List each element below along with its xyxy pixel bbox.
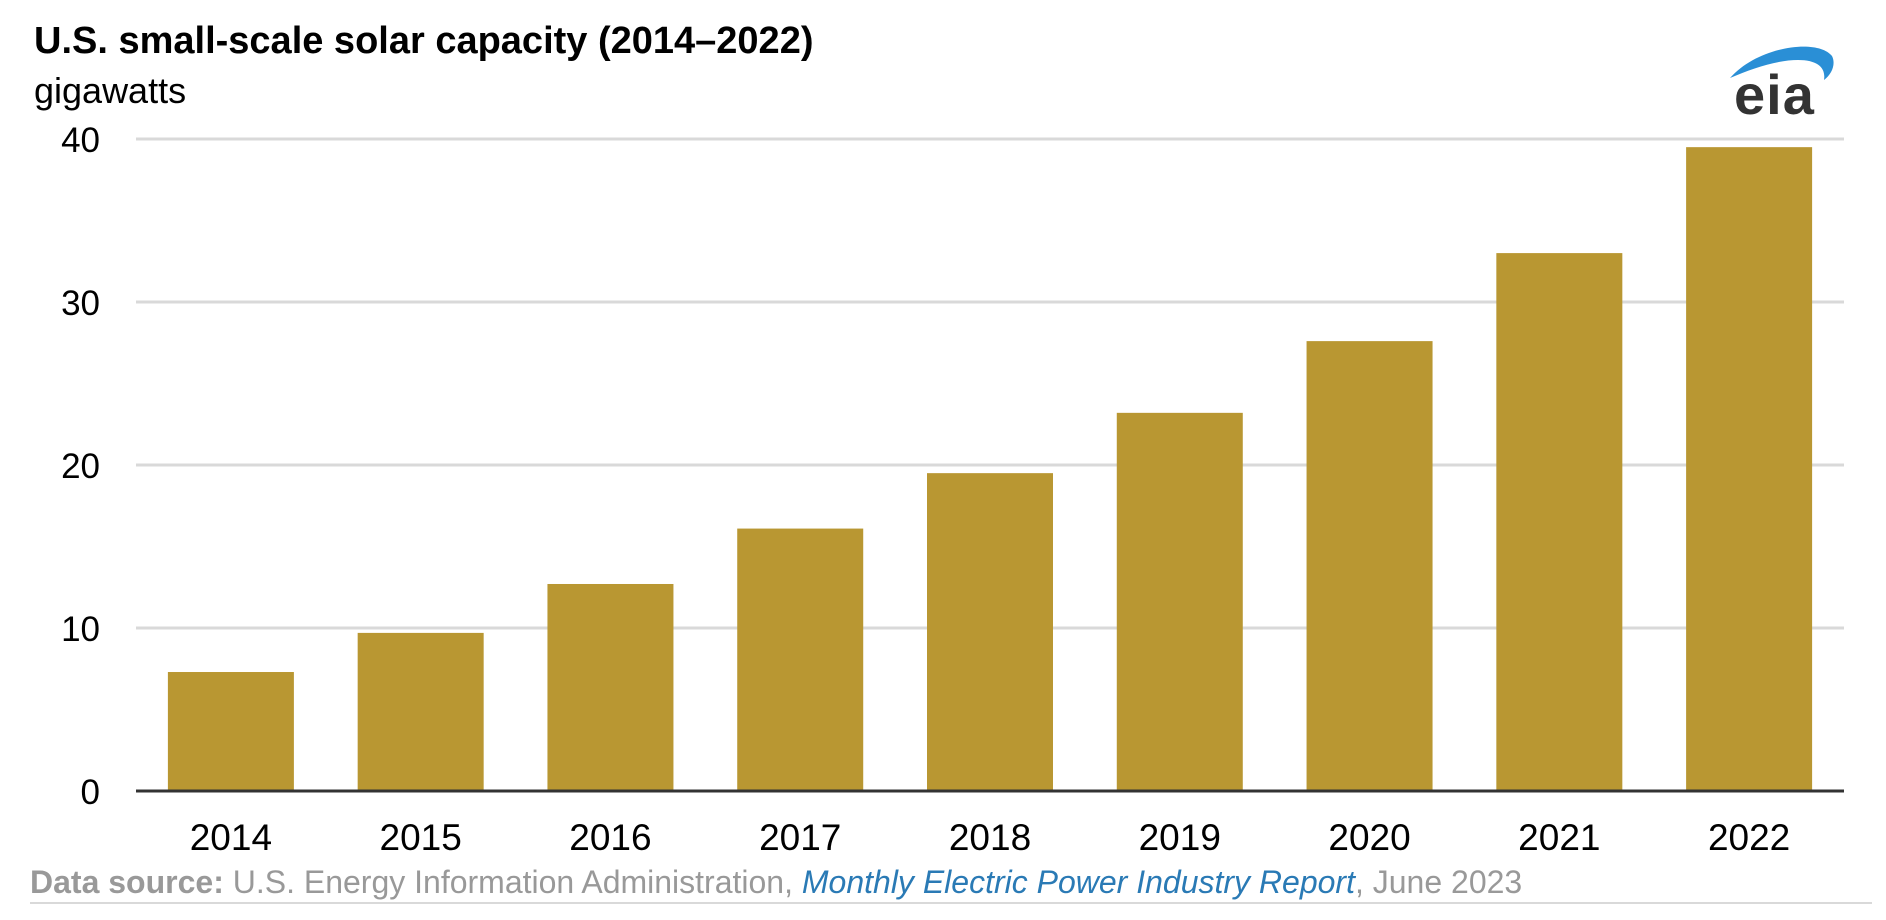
data-source-publication-link[interactable]: Monthly Electric Power Industry Report <box>801 864 1355 900</box>
data-source-org: U.S. Energy Information Administration, <box>223 864 802 900</box>
y-tick-label: 20 <box>61 447 100 486</box>
bar-2020 <box>1306 341 1433 791</box>
y-tick-label: 0 <box>81 773 100 812</box>
y-tick-label: 30 <box>61 284 100 323</box>
y-tick-label: 40 <box>61 121 100 160</box>
data-source: Data source: U.S. Energy Information Adm… <box>30 864 1522 901</box>
bar-2021 <box>1496 253 1623 792</box>
data-source-label: Data source: <box>30 864 224 900</box>
x-tick-label: 2020 <box>1328 817 1410 858</box>
bar-2018 <box>927 473 1053 791</box>
y-tick-label: 10 <box>61 610 100 649</box>
x-tick-label: 2016 <box>569 817 651 858</box>
x-axis-ticks: 2014 2015 2016 2017 2018 2019 2020 2021 2022 <box>190 817 1791 858</box>
bar-2014 <box>167 672 294 791</box>
bar-2015 <box>357 632 484 791</box>
y-axis-ticks: 0 10 20 30 40 <box>61 121 100 812</box>
x-tick-label: 2014 <box>190 817 272 858</box>
bar-2019 <box>1116 412 1243 791</box>
data-source-date: , June 2023 <box>1354 864 1523 900</box>
x-tick-label: 2015 <box>380 817 462 858</box>
x-tick-label: 2021 <box>1518 817 1600 858</box>
logo-text: eia <box>1734 63 1815 126</box>
bar-2016 <box>547 583 674 791</box>
x-tick-label: 2018 <box>949 817 1031 858</box>
bars <box>167 147 1813 792</box>
footer-divider <box>30 902 1872 904</box>
chart-title: U.S. small-scale solar capacity (2014–20… <box>34 20 814 62</box>
bar-2022 <box>1686 147 1813 791</box>
x-tick-label: 2017 <box>759 817 841 858</box>
logo-swoosh-icon <box>1730 46 1834 80</box>
x-tick-label: 2019 <box>1139 817 1221 858</box>
chart-unit-label: gigawatts <box>34 70 187 111</box>
x-tick-label: 2022 <box>1708 817 1790 858</box>
bar-2017 <box>737 528 864 791</box>
